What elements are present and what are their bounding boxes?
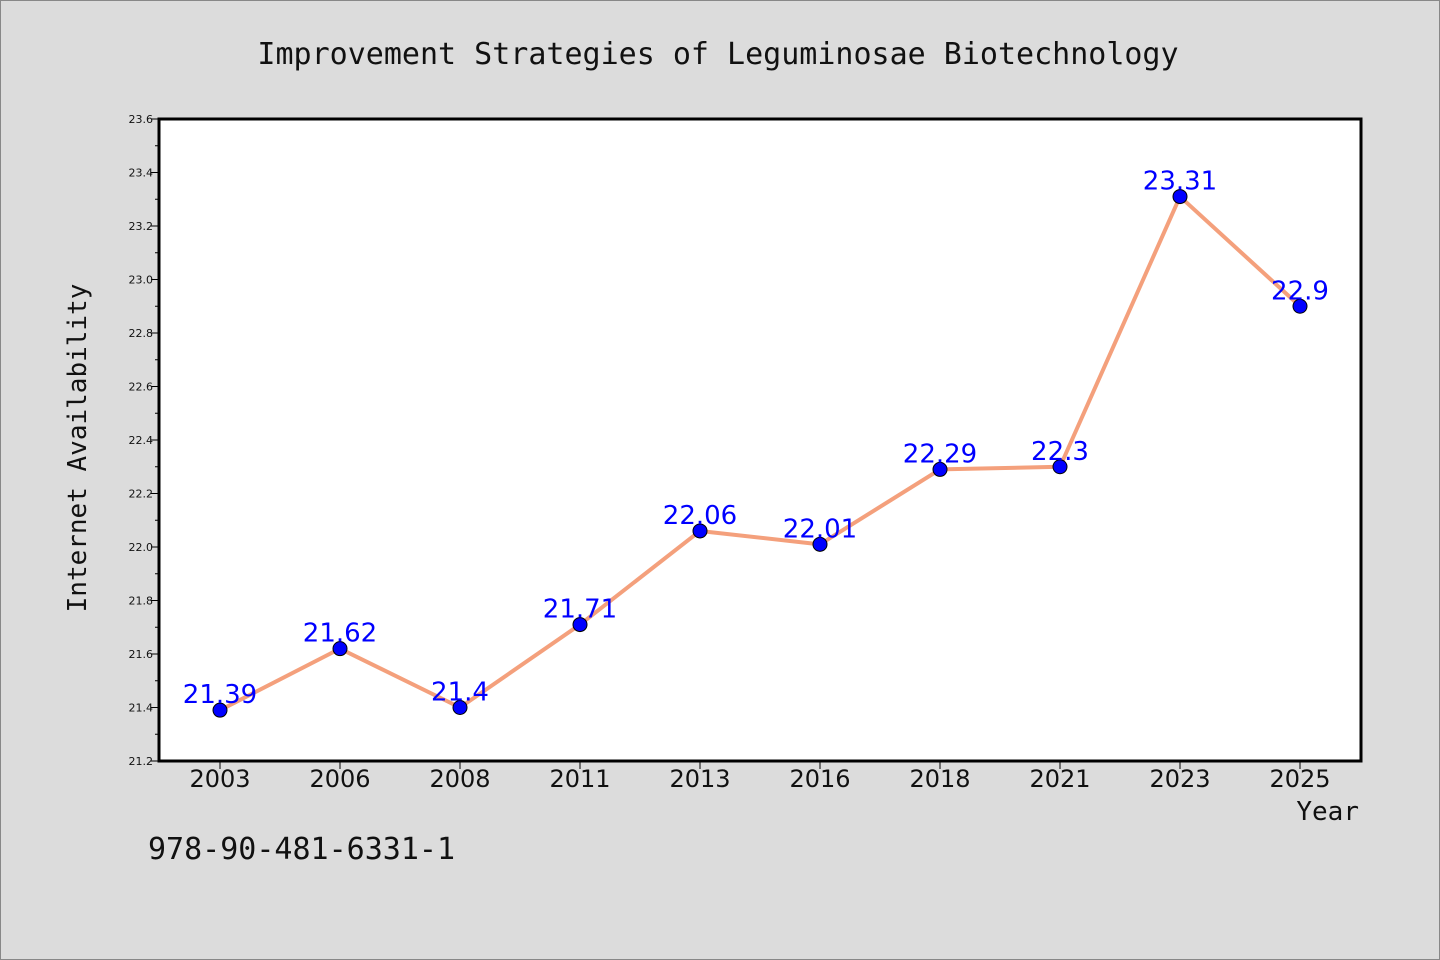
data-label: 22.9 bbox=[1271, 276, 1329, 306]
x-tick-label: 2021 bbox=[1029, 765, 1090, 793]
y-tick-label: 21.8 bbox=[129, 595, 154, 608]
data-labels: 21.39 21.62 21.4 21.71 22.06 22.01 22.29 22.3 23… bbox=[183, 167, 1329, 711]
plot-area bbox=[157, 117, 1363, 763]
x-tick-label: 2016 bbox=[789, 765, 850, 793]
y-axis: 21.2 21.4 21.6 21.8 22.0 22.2 22.4 22.6 22.8 23.0… bbox=[129, 113, 159, 768]
chart-title: Improvement Strategies of Leguminosae Bi… bbox=[257, 37, 1178, 72]
data-point bbox=[812, 536, 828, 552]
data-label: 21.4 bbox=[431, 678, 489, 708]
data-point bbox=[572, 617, 588, 633]
x-tick-label: 2006 bbox=[309, 765, 370, 793]
y-tick-label: 22.8 bbox=[129, 327, 154, 340]
y-tick-label: 23.6 bbox=[129, 113, 154, 126]
x-tick-label: 2025 bbox=[1269, 765, 1330, 793]
y-tick-label: 22.2 bbox=[129, 488, 154, 501]
data-label: 22.29 bbox=[903, 439, 977, 469]
data-point bbox=[1172, 189, 1188, 205]
x-tick-label: 2018 bbox=[909, 765, 970, 793]
series-line-group bbox=[212, 189, 1308, 718]
x-axis: 2003 2006 2008 2011 2013 2016 2018 2021 2023 2025 bbox=[189, 761, 1331, 793]
y-tick-label: 23.0 bbox=[129, 274, 154, 287]
data-point bbox=[692, 523, 708, 539]
data-point bbox=[452, 700, 468, 715]
y-tick-label: 22.0 bbox=[129, 541, 154, 554]
y-tick-label: 22.4 bbox=[129, 434, 154, 447]
y-tick-label: 21.6 bbox=[129, 648, 154, 661]
data-label: 21.71 bbox=[543, 595, 617, 625]
data-label: 22.06 bbox=[663, 501, 737, 531]
data-label: 22.3 bbox=[1031, 437, 1089, 467]
y-tick-label: 22.6 bbox=[129, 381, 154, 394]
y-axis-label: Internet Availability bbox=[63, 284, 93, 613]
data-point bbox=[1052, 459, 1068, 475]
y-tick-label: 21.4 bbox=[129, 702, 154, 715]
y-tick-label: 23.4 bbox=[129, 167, 154, 180]
y-tick-label: 23.2 bbox=[129, 220, 154, 233]
x-tick-label: 2011 bbox=[549, 765, 610, 793]
series-line bbox=[219, 194, 1302, 712]
x-tick-label: 2023 bbox=[1149, 765, 1210, 793]
data-point bbox=[932, 461, 948, 477]
y-tick-label: 21.2 bbox=[129, 755, 154, 768]
data-point bbox=[212, 702, 228, 718]
isbn-text: 978-90-481-6331-1 bbox=[148, 832, 456, 867]
data-point bbox=[332, 641, 348, 657]
x-tick-label: 2003 bbox=[189, 765, 250, 793]
data-label: 22.01 bbox=[783, 514, 857, 544]
data-label: 23.31 bbox=[1143, 167, 1217, 197]
x-tick-label: 2013 bbox=[669, 765, 730, 793]
x-tick-label: 2008 bbox=[429, 765, 490, 793]
data-point bbox=[1292, 298, 1308, 314]
data-label: 21.62 bbox=[303, 619, 377, 649]
x-axis-label: Year bbox=[1296, 797, 1359, 827]
data-label: 21.39 bbox=[183, 680, 257, 710]
